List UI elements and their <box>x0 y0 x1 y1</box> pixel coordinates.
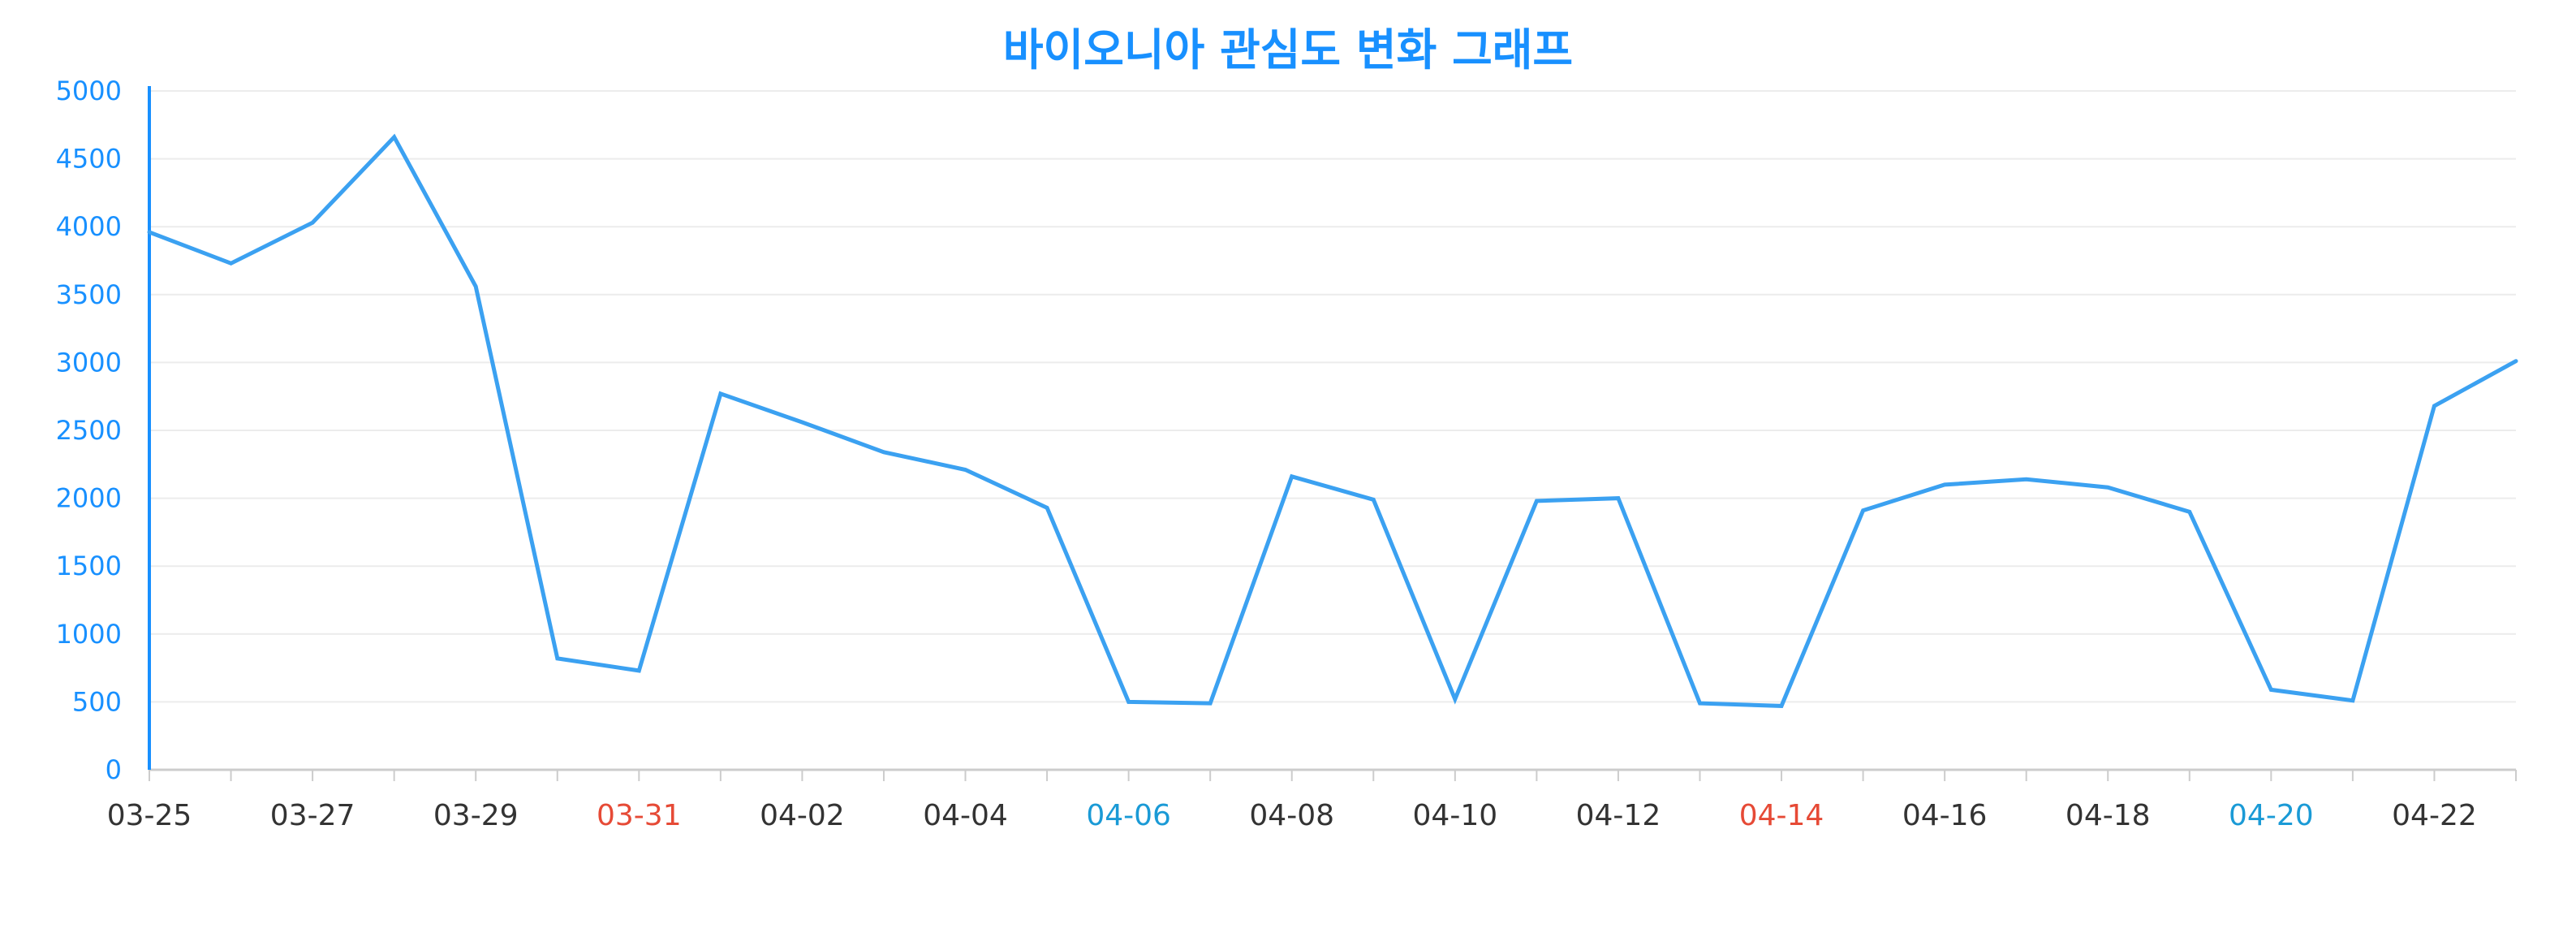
y-tick-label: 1000 <box>56 619 122 650</box>
y-tick-label: 2000 <box>56 483 122 514</box>
series-layer <box>147 133 2518 708</box>
y-tick-label: 1500 <box>56 551 122 581</box>
y-tick-label: 3000 <box>56 347 122 378</box>
y-tick-label: 500 <box>72 686 122 717</box>
x-tick-label: 03-27 <box>270 799 355 832</box>
x-tick-label: 04-04 <box>923 799 1008 832</box>
x-axis-ticks: 03-25 03-27 03-29 03-31 04-02 04-04 04-06 04-08… <box>107 770 2517 832</box>
grid-lines <box>149 90 2516 703</box>
y-tick-label: 0 <box>106 754 122 785</box>
x-tick-label: 04-12 <box>1576 799 1661 832</box>
y-tick-label: 5000 <box>56 76 122 106</box>
x-tick-label: 04-10 <box>1413 799 1498 832</box>
x-tick-label: 04-02 <box>760 799 845 832</box>
x-tick-label: 04-18 <box>2066 799 2151 832</box>
x-tick-label: 04-22 <box>2392 799 2477 832</box>
y-tick-label: 4000 <box>56 211 122 242</box>
x-tick-label: 04-14 <box>1739 799 1824 832</box>
x-tick-label: 03-29 <box>433 799 519 832</box>
x-tick-label: 03-25 <box>107 799 192 832</box>
x-tick-label: 04-08 <box>1249 799 1334 832</box>
x-tick-label: 04-06 <box>1086 799 1171 832</box>
series-line <box>147 133 2518 708</box>
y-axis-ticks: 0 500 1000 1500 2000 2500 3000 3500 4000 4500 5000 <box>56 76 122 785</box>
y-tick-label: 2500 <box>56 415 122 446</box>
y-tick-label: 3500 <box>56 279 122 310</box>
x-tick-label: 03-31 <box>597 799 682 832</box>
x-tick-label: 04-20 <box>2229 799 2314 832</box>
chart-title: 바이오니아 관심도 변화 그래프 <box>1003 24 1573 76</box>
y-tick-label: 4500 <box>56 144 122 175</box>
x-tick-label: 04-16 <box>1902 799 1988 832</box>
axes <box>148 86 2516 771</box>
